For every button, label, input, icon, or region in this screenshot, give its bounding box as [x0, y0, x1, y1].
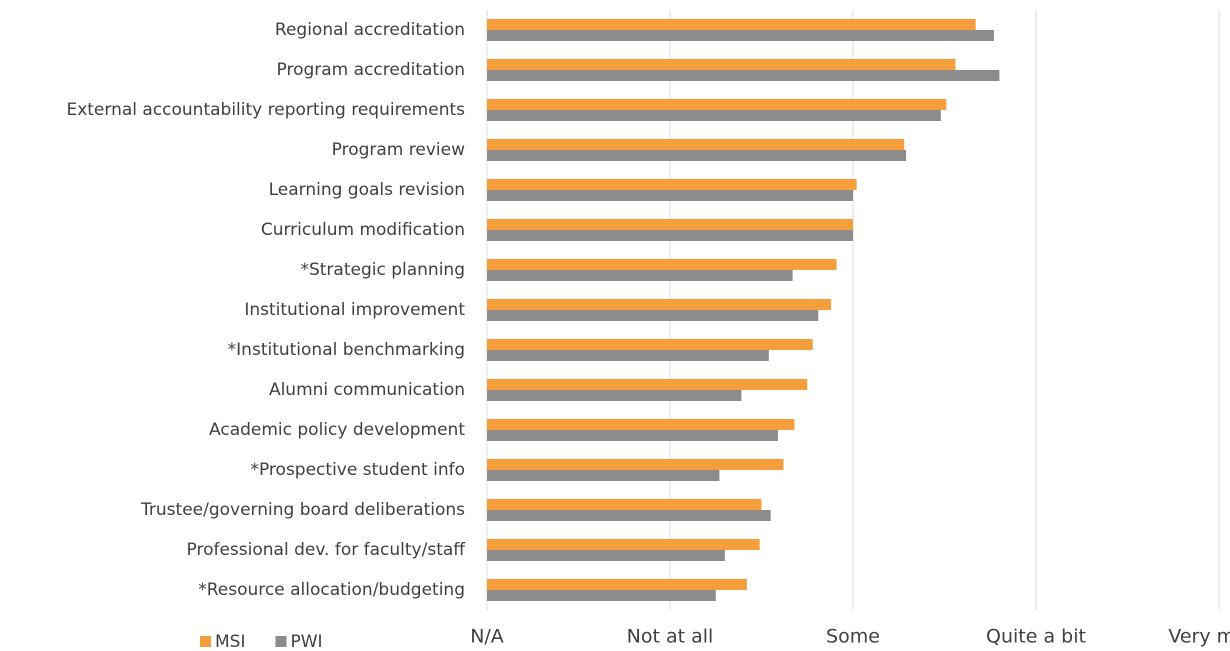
- bar: [487, 419, 795, 430]
- y-tick-label: Regional accreditation: [275, 20, 465, 40]
- bar: [487, 539, 760, 550]
- y-tick-label: Academic policy development: [209, 420, 465, 440]
- bar: [487, 350, 769, 361]
- bar: [487, 299, 832, 310]
- y-tick-label: Alumni communication: [269, 380, 465, 400]
- bar: [487, 470, 720, 481]
- bar: [487, 270, 793, 281]
- bar: [487, 150, 907, 161]
- bar: [487, 510, 771, 521]
- bar: [487, 230, 853, 241]
- bar: [487, 259, 837, 270]
- y-tick-label: Institutional improvement: [244, 300, 465, 320]
- legend-label: MSI: [215, 632, 245, 651]
- bar: [487, 590, 716, 601]
- bar: [487, 219, 853, 230]
- bar: [487, 110, 941, 121]
- x-tick-label: Very much: [1168, 626, 1230, 648]
- x-tick-label: N/A: [470, 626, 504, 648]
- bar: [487, 430, 778, 441]
- bar: [487, 190, 853, 201]
- bar: [487, 139, 905, 150]
- bar: [487, 379, 808, 390]
- y-tick-label: External accountability reporting requir…: [66, 100, 465, 120]
- x-tick-label: Not at all: [627, 626, 714, 648]
- y-tick-label: *Strategic planning: [300, 260, 465, 280]
- y-tick-label: Program review: [332, 140, 465, 160]
- bar: [487, 19, 976, 30]
- y-tick-label: *Prospective student info: [250, 460, 465, 480]
- bar: [487, 390, 742, 401]
- y-tick-label: *Resource allocation/budgeting: [198, 580, 465, 600]
- x-tick-label: Some: [826, 626, 880, 648]
- bar: [487, 459, 784, 470]
- y-tick-label: *Institutional benchmarking: [228, 340, 465, 360]
- y-tick-label: Program accreditation: [277, 60, 465, 80]
- legend-label: PWI: [290, 632, 322, 651]
- bar: [487, 339, 813, 350]
- bar: [487, 70, 1000, 81]
- y-tick-label: Trustee/governing board deliberations: [140, 500, 465, 520]
- y-tick-label: Professional dev. for faculty/staff: [187, 540, 467, 560]
- y-tick-label: Curriculum modification: [261, 220, 465, 240]
- bar: [487, 499, 762, 510]
- bar: [487, 99, 947, 110]
- y-tick-label: Learning goals revision: [269, 180, 465, 200]
- legend-swatch: [200, 636, 211, 647]
- bar: [487, 30, 994, 41]
- bar: [487, 59, 956, 70]
- bar: [487, 179, 857, 190]
- legend-swatch: [275, 636, 287, 647]
- bar: [487, 579, 747, 590]
- x-tick-label: Quite a bit: [986, 626, 1086, 648]
- bar: [487, 550, 725, 561]
- bar: [487, 310, 819, 321]
